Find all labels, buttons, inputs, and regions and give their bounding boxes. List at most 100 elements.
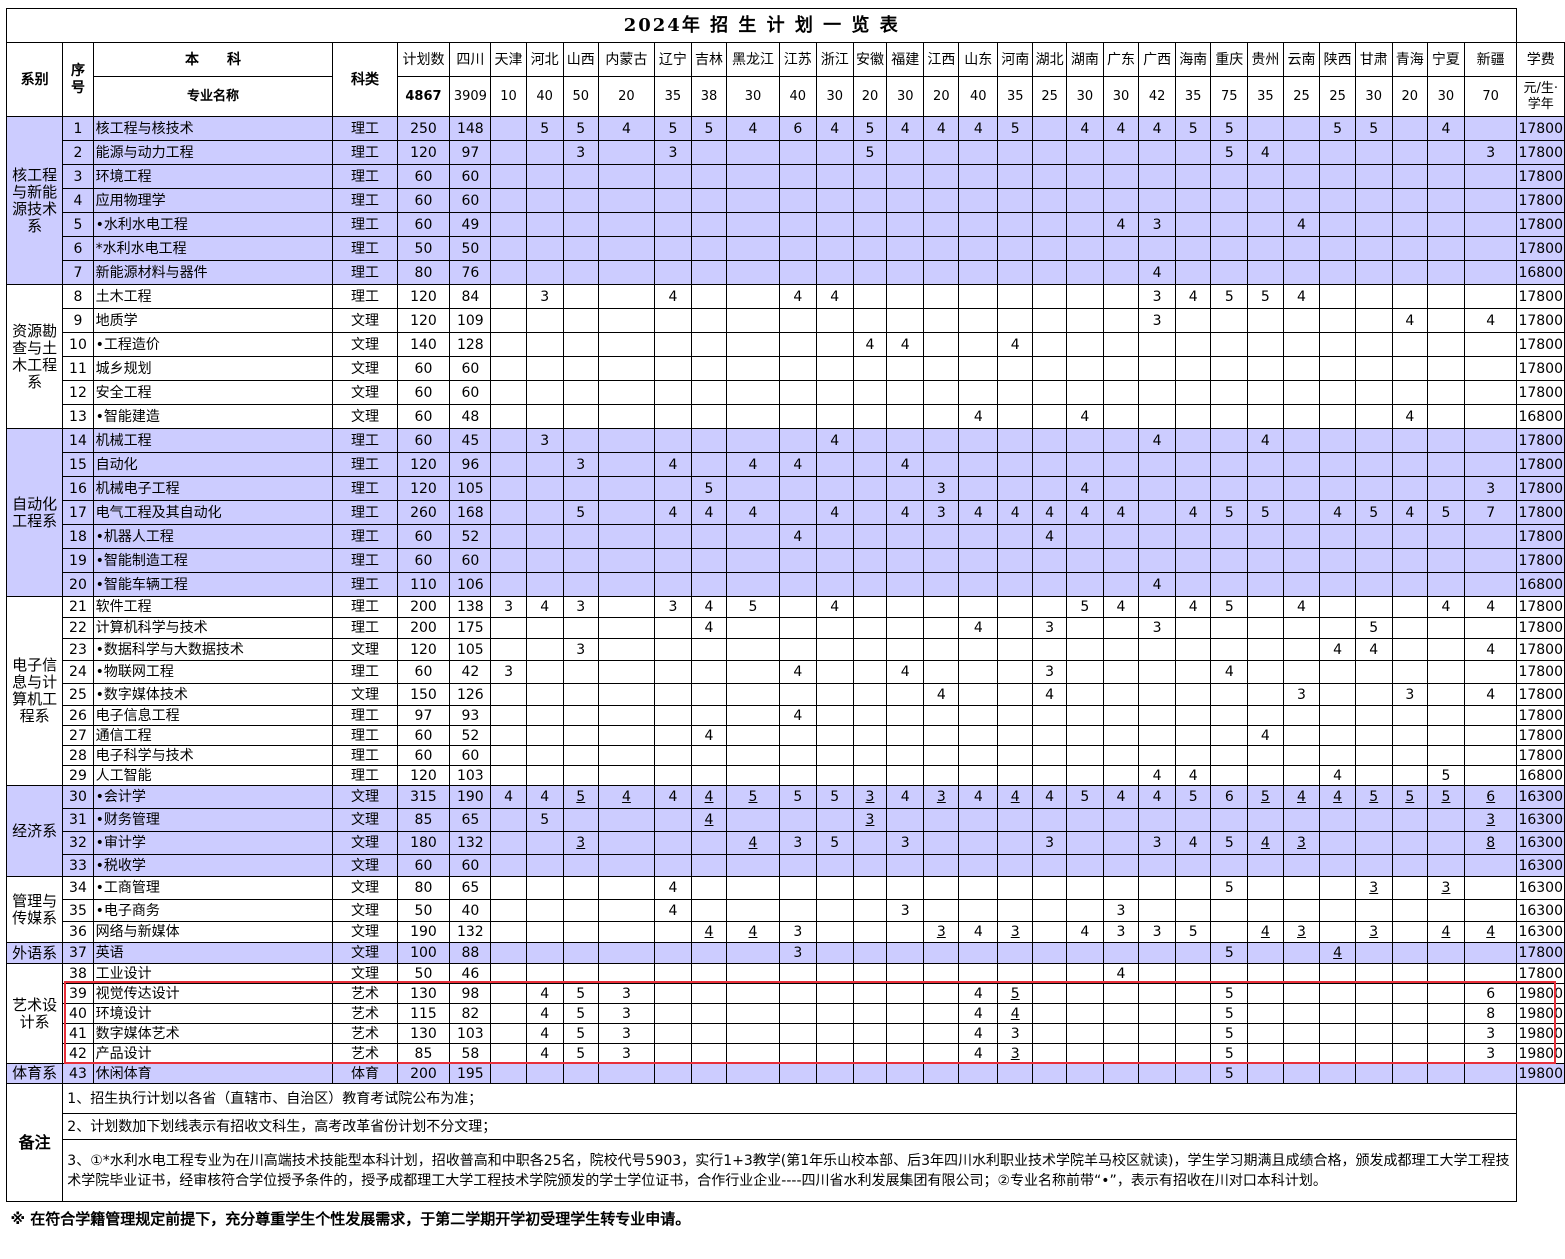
row-province-7 xyxy=(726,332,780,357)
row-province-18: 3 xyxy=(1138,284,1177,309)
row-province-21 xyxy=(1247,745,1284,766)
row-province-12 xyxy=(923,745,960,766)
row-category: 理工 xyxy=(332,617,398,639)
row-province-15 xyxy=(1032,380,1067,405)
row-province-0: 105 xyxy=(449,638,492,661)
row-plan: 50 xyxy=(396,963,451,984)
row-province-0: 76 xyxy=(449,260,492,285)
row-province-18 xyxy=(1138,745,1177,766)
province-quota: 4 xyxy=(1297,789,1306,805)
row-province-5 xyxy=(653,212,692,237)
row-province-14: 3 xyxy=(997,1023,1034,1044)
row-province-5: 4 xyxy=(653,284,692,309)
row-province-9 xyxy=(815,1023,854,1044)
row-plan: 120 xyxy=(396,308,451,333)
row-province-10 xyxy=(852,831,888,855)
province-quota: 3 xyxy=(576,144,586,161)
row-province-20 xyxy=(1210,452,1249,477)
row-province-25 xyxy=(1391,1023,1428,1044)
row-province-26 xyxy=(1426,705,1465,726)
row-category: 文理 xyxy=(332,854,398,877)
row-province-5 xyxy=(653,1023,692,1044)
row-province-15 xyxy=(1032,854,1067,877)
row-province-27 xyxy=(1463,284,1518,309)
row-major: •电子商务 xyxy=(92,899,334,922)
row-province-18 xyxy=(1138,1003,1177,1024)
row-province-19 xyxy=(1175,705,1212,726)
province-quota: 4 xyxy=(973,504,983,521)
row-province-7 xyxy=(726,705,780,726)
province-quota: 5 xyxy=(1224,945,1234,961)
province-quota: 4 xyxy=(748,120,758,137)
row-province-13 xyxy=(958,140,999,165)
row-province-1 xyxy=(490,260,527,285)
row-province-25 xyxy=(1391,831,1428,855)
row-province-21: 5 xyxy=(1247,284,1284,309)
row-province-6 xyxy=(690,765,728,786)
row-province-10 xyxy=(852,638,888,661)
row-province-22 xyxy=(1282,725,1321,746)
row-category: 文理 xyxy=(332,332,398,357)
row-province-3: 5 xyxy=(562,785,599,809)
row-province-18: 4 xyxy=(1138,572,1177,597)
row-province-23 xyxy=(1319,1023,1356,1044)
row-fee: 17800 xyxy=(1516,617,1565,639)
row-province-17: 4 xyxy=(1102,596,1140,618)
row-plan: 140 xyxy=(396,332,451,357)
province-quota: 5 xyxy=(1224,1005,1234,1022)
row-province-0: 105 xyxy=(449,476,492,501)
row-province-25 xyxy=(1391,572,1428,597)
row-province-5 xyxy=(653,725,692,746)
row-province-14 xyxy=(997,236,1034,261)
row-province-18 xyxy=(1138,705,1177,726)
row-province-4 xyxy=(597,164,655,189)
province-quota: 5 xyxy=(704,120,714,137)
row-province-21 xyxy=(1247,404,1284,429)
row-province-27 xyxy=(1463,380,1518,405)
row-province-26: 4 xyxy=(1426,921,1465,943)
row-seq: 39 xyxy=(62,983,94,1004)
header-province-26: 宁夏 xyxy=(1426,42,1465,77)
province-quota: 4 xyxy=(748,504,758,521)
row-province-0: 42 xyxy=(449,660,492,684)
row-province-1 xyxy=(490,876,527,900)
row-province-22 xyxy=(1282,638,1321,661)
row-major: •会计学 xyxy=(92,785,334,809)
row-province-13 xyxy=(958,524,999,549)
row-province-12 xyxy=(923,705,960,726)
row-plan: 97 xyxy=(396,705,451,726)
row-province-20: 4 xyxy=(1210,660,1249,684)
table-row: 18 •机器人工程 理工 60 52 4 4 17800 xyxy=(7,524,1565,549)
row-fee: 17800 xyxy=(1516,548,1565,573)
row-province-15: 3 xyxy=(1032,660,1067,684)
row-province-15 xyxy=(1032,899,1067,922)
row-province-9: 5 xyxy=(815,785,854,809)
row-province-2: 4 xyxy=(525,1003,564,1024)
row-province-24 xyxy=(1354,1003,1393,1024)
row-province-6 xyxy=(690,683,728,706)
row-category: 理工 xyxy=(332,188,398,213)
row-province-24 xyxy=(1354,725,1393,746)
row-province-10 xyxy=(852,1003,888,1024)
row-province-20: 5 xyxy=(1210,876,1249,900)
row-province-21 xyxy=(1247,164,1284,189)
row-province-6 xyxy=(690,452,728,477)
province-quota: 4 xyxy=(900,120,910,137)
row-province-17 xyxy=(1102,236,1140,261)
row-major: •工商管理 xyxy=(92,876,334,900)
row-province-19: 5 xyxy=(1175,785,1212,809)
row-province-3: 5 xyxy=(562,1023,599,1044)
row-province-20: 5 xyxy=(1210,596,1249,618)
row-province-17 xyxy=(1102,942,1140,964)
row-province-18 xyxy=(1138,332,1177,357)
row-province-2 xyxy=(525,476,564,501)
province-quota: 3 xyxy=(504,664,513,680)
province-quota: 3 xyxy=(1297,686,1306,703)
row-plan: 60 xyxy=(396,212,451,237)
row-province-1: 3 xyxy=(490,660,527,684)
province-quota: 5 xyxy=(576,504,586,521)
row-province-14 xyxy=(997,725,1034,746)
row-province-18 xyxy=(1138,660,1177,684)
row-province-9 xyxy=(815,725,854,746)
row-province-4 xyxy=(597,596,655,618)
